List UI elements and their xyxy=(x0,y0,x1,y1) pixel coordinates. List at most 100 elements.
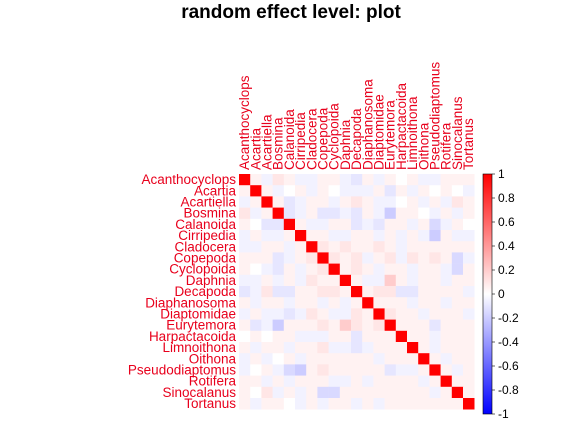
column-label: Rotifera xyxy=(439,122,454,170)
heatmap-cell xyxy=(463,386,475,399)
heatmap-cell xyxy=(451,330,464,343)
heatmap-cell xyxy=(384,386,397,399)
heatmap-cell xyxy=(328,353,341,365)
heatmap-cell xyxy=(239,241,251,253)
heatmap-cell xyxy=(418,375,430,388)
heatmap-cell xyxy=(261,364,273,376)
column-labels: AcanthocyclopsAcartiaAcartiellaBosminaCa… xyxy=(237,62,476,170)
heatmap-cell xyxy=(317,364,329,376)
heatmap-cell xyxy=(418,174,430,186)
heatmap-cell xyxy=(463,297,475,309)
heatmap-cell xyxy=(306,196,318,208)
heatmap-cell xyxy=(339,286,352,298)
heatmap-cell xyxy=(362,241,374,253)
heatmap-cell xyxy=(418,398,430,410)
heatmap-cell xyxy=(250,386,262,399)
heatmap-cell xyxy=(362,274,374,287)
row-label: Oithona xyxy=(189,351,237,366)
heatmap-cell xyxy=(463,185,475,197)
heatmap-cell xyxy=(317,241,329,253)
heatmap-cell xyxy=(351,308,363,320)
heatmap-cell xyxy=(317,263,329,276)
heatmap-cell xyxy=(283,230,296,242)
heatmap-cell xyxy=(451,342,464,354)
heatmap-cell xyxy=(328,342,341,354)
heatmap-cell xyxy=(295,174,307,186)
heatmap-cell xyxy=(283,319,296,332)
heatmap-cell xyxy=(463,319,475,332)
heatmap-cell xyxy=(395,185,408,197)
heatmap-cell xyxy=(429,353,441,365)
heatmap-cell xyxy=(418,230,430,242)
heatmap-cell xyxy=(283,241,296,253)
heatmap-cell xyxy=(395,218,408,231)
row-label: Cirripedia xyxy=(178,228,236,243)
heatmap-cell xyxy=(362,286,374,298)
heatmap-cell xyxy=(283,386,296,399)
heatmap-cell xyxy=(328,364,341,376)
heatmap-cell xyxy=(395,241,408,253)
colorbar-tick-label: 0.8 xyxy=(498,191,515,205)
heatmap-cell xyxy=(440,263,453,276)
heatmap-cell xyxy=(440,386,453,399)
heatmap-cell xyxy=(373,263,385,276)
heatmap-cell xyxy=(317,218,329,231)
colorbar-legend: 1 0.8 0.6 0.4 0.2 0 -0.2 -0.4 -0.6 -0.8 -1 xyxy=(482,167,519,421)
heatmap-cell xyxy=(317,386,329,399)
heatmap-cell xyxy=(418,196,430,208)
heatmap-cell xyxy=(295,196,307,208)
heatmap-cell xyxy=(463,241,475,253)
heatmap-cell xyxy=(317,308,329,320)
heatmap-cell xyxy=(451,386,464,399)
heatmap-cell xyxy=(295,286,307,298)
heatmap-cell xyxy=(339,330,352,343)
row-label: Limnoithona xyxy=(162,340,236,355)
heatmap-cell xyxy=(261,196,273,208)
heatmap-cell xyxy=(272,185,285,197)
heatmap-cell xyxy=(451,286,464,298)
heatmap-cell xyxy=(384,218,397,231)
heatmap-cell xyxy=(328,286,341,298)
heatmap-cell xyxy=(451,185,464,197)
heatmap-cell xyxy=(362,230,374,242)
heatmap-cell xyxy=(261,342,273,354)
heatmap-cell xyxy=(373,286,385,298)
heatmap-cell xyxy=(261,185,273,197)
heatmap-cell xyxy=(250,218,262,231)
row-label: Bosmina xyxy=(183,206,236,221)
heatmap-cell xyxy=(463,218,475,231)
heatmap-cell xyxy=(384,308,397,320)
colorbar-tick-label: 0.2 xyxy=(498,263,515,277)
heatmap-cell xyxy=(429,364,441,376)
heatmap-cell xyxy=(306,241,318,253)
heatmap-cell xyxy=(429,263,441,276)
heatmap-cell xyxy=(239,286,251,298)
heatmap-cell xyxy=(440,330,453,343)
heatmap-cell xyxy=(250,207,262,220)
heatmap-cell xyxy=(306,185,318,197)
heatmap-cell xyxy=(451,353,464,365)
heatmap-cell xyxy=(373,353,385,365)
heatmap-cell xyxy=(250,297,262,309)
heatmap-cell xyxy=(440,274,453,287)
heatmap-cell xyxy=(295,330,307,343)
heatmap-cell xyxy=(429,196,441,208)
heatmap-cell xyxy=(283,330,296,343)
heatmap-cell xyxy=(261,319,273,332)
heatmap-cell xyxy=(351,196,363,208)
heatmap-cell xyxy=(339,218,352,231)
heatmap-cell xyxy=(261,398,273,410)
heatmap-cell xyxy=(283,185,296,197)
heatmap-cell xyxy=(239,252,251,264)
heatmap-cell xyxy=(440,185,453,197)
heatmap-cell xyxy=(362,386,374,399)
heatmap-cell xyxy=(272,353,285,365)
heatmap-cell xyxy=(440,375,453,388)
heatmap-cell xyxy=(317,230,329,242)
colorbar-tick-label: 0 xyxy=(498,287,505,301)
heatmap-cell xyxy=(440,319,453,332)
heatmap-cell xyxy=(261,353,273,365)
heatmap-cell xyxy=(429,330,441,343)
heatmap-cell xyxy=(272,286,285,298)
heatmap-cell xyxy=(451,398,464,410)
